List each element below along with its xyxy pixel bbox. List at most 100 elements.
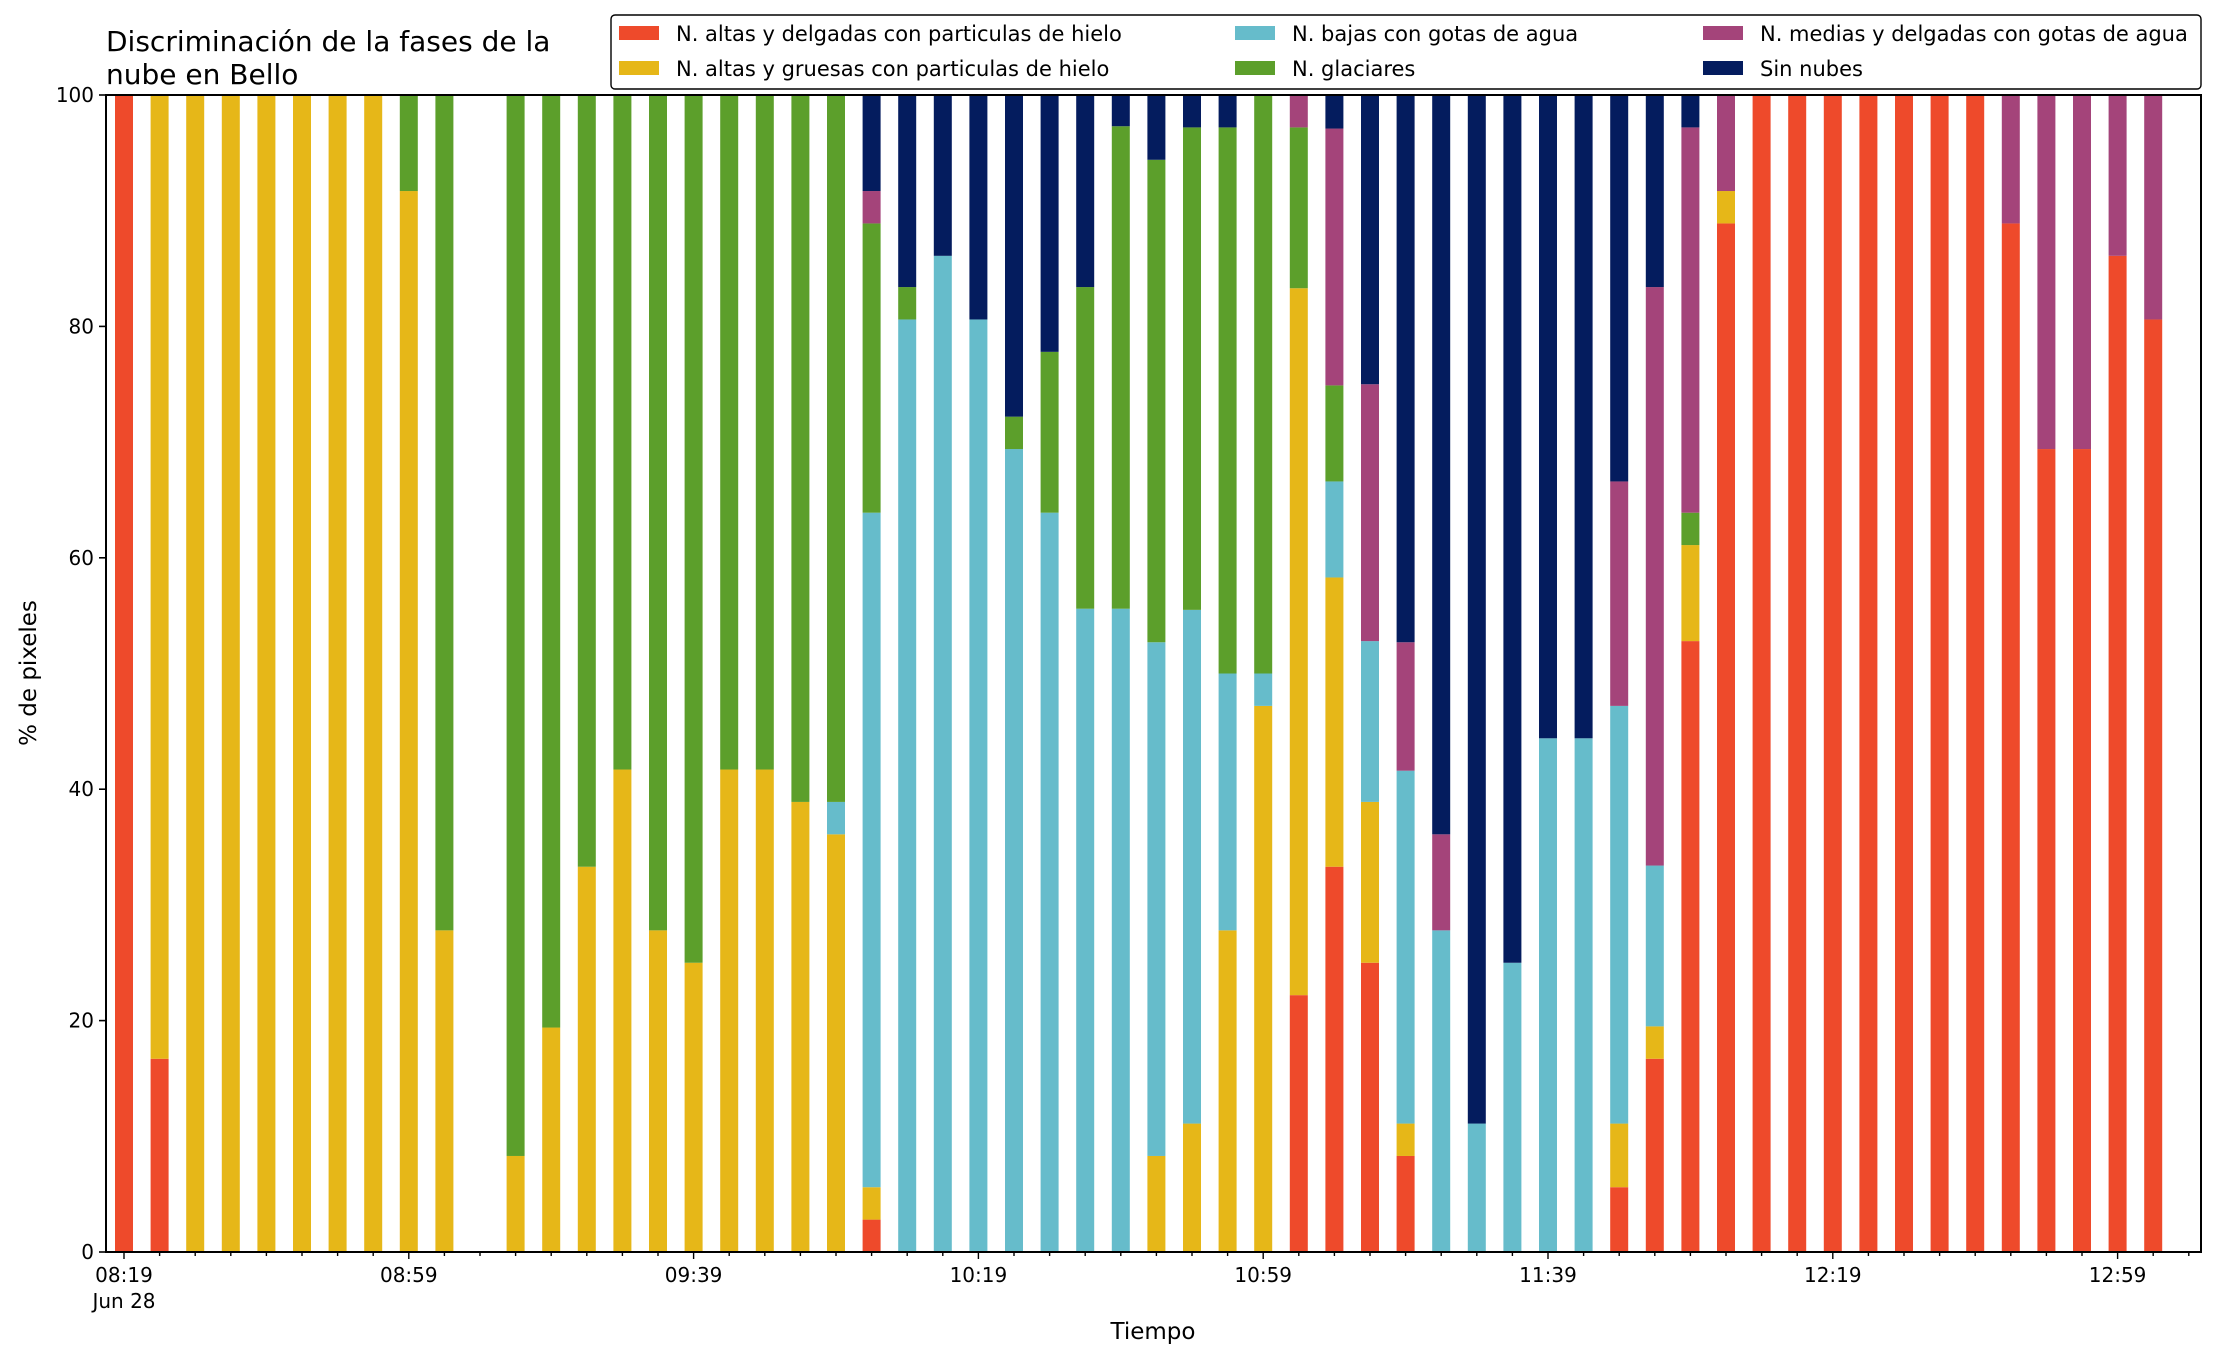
bar-segment-15-s1 bbox=[649, 930, 667, 1252]
legend-swatch-4 bbox=[1703, 26, 1743, 40]
bar-segment-8-s1 bbox=[399, 191, 418, 1252]
plot-frame bbox=[105, 94, 2202, 1253]
legend-box bbox=[610, 14, 2202, 90]
bar-segment-41-s5 bbox=[1574, 95, 1593, 739]
y-tick-label-3: 60 bbox=[69, 546, 94, 570]
bar-segment-17-s3 bbox=[720, 95, 739, 770]
bar-segment-43-s1 bbox=[1645, 1026, 1664, 1059]
bar-segment-28-s3 bbox=[1111, 126, 1130, 609]
bar-segment-18-s1 bbox=[755, 769, 774, 1252]
bar-segment-38-s2 bbox=[1467, 1123, 1486, 1252]
bar-segment-48-s0 bbox=[1823, 95, 1842, 1252]
bar-segment-36-s0 bbox=[1396, 1155, 1415, 1252]
bar-segment-42-s1 bbox=[1610, 1123, 1629, 1188]
bar-segment-24-s5 bbox=[969, 95, 988, 320]
bar-segment-22-s2 bbox=[898, 319, 917, 1253]
bar-segment-27-s5 bbox=[1076, 95, 1095, 288]
bar-segment-13-s1 bbox=[577, 866, 596, 1252]
bar-segment-45-s4 bbox=[1717, 95, 1735, 192]
y-axis: 0 20 40 60 80 100 bbox=[56, 83, 106, 1264]
bar-segment-56-s4 bbox=[2108, 95, 2127, 256]
bar-segment-53-s4 bbox=[2001, 95, 2020, 224]
bar-segment-31-s2 bbox=[1218, 673, 1237, 931]
bar-segment-25-s3 bbox=[1005, 416, 1023, 450]
x-axis-label: Tiempo bbox=[1110, 1319, 1196, 1345]
bar-segment-56-s0 bbox=[2108, 255, 2127, 1252]
bar-segment-54-s4 bbox=[2037, 95, 2056, 450]
bar-segment-44-s1 bbox=[1681, 545, 1700, 642]
bar-segment-29-s2 bbox=[1147, 642, 1166, 1156]
chart-title-line-2: nube en Bello bbox=[106, 58, 298, 91]
bar-segment-47-s0 bbox=[1788, 95, 1807, 1252]
bar-segment-12-s3 bbox=[542, 95, 561, 1028]
bar-segment-6-s1 bbox=[328, 95, 347, 1252]
bar-segment-14-s3 bbox=[613, 95, 632, 770]
bar-segment-32-s3 bbox=[1254, 95, 1273, 674]
bar-segment-20-s1 bbox=[827, 834, 845, 1252]
bar-segment-29-s3 bbox=[1147, 159, 1166, 643]
bar-segment-33-s4 bbox=[1289, 95, 1308, 128]
bar-segment-30-s5 bbox=[1183, 95, 1201, 128]
bar-segment-57-s4 bbox=[2144, 95, 2163, 320]
bar-segment-33-s1 bbox=[1289, 288, 1308, 996]
bar-segment-35-s2 bbox=[1361, 641, 1379, 802]
bar-segment-35-s1 bbox=[1361, 801, 1379, 963]
x-tick-label-1: 08:59 bbox=[380, 1263, 438, 1287]
bar-segment-44-s0 bbox=[1681, 641, 1700, 1252]
bar-segment-35-s4 bbox=[1361, 384, 1379, 642]
bar-segment-4-s1 bbox=[257, 95, 276, 1252]
bar-segment-44-s5 bbox=[1681, 95, 1700, 128]
bar-segment-36-s2 bbox=[1396, 770, 1415, 1124]
bar-segment-44-s4 bbox=[1681, 127, 1700, 513]
bar-segment-30-s1 bbox=[1183, 1123, 1201, 1252]
bar-segment-9-s1 bbox=[435, 930, 454, 1252]
bar-segment-41-s2 bbox=[1574, 738, 1593, 1252]
bar-segment-36-s4 bbox=[1396, 642, 1415, 771]
legend-swatch-0 bbox=[619, 26, 659, 40]
bar-segment-22-s5 bbox=[898, 95, 917, 288]
bar-segment-34-s3 bbox=[1325, 385, 1344, 482]
bar-segment-11-s1 bbox=[506, 1155, 525, 1252]
bar-segment-2-s1 bbox=[186, 95, 205, 1252]
x-tick-label-5: 11:39 bbox=[1519, 1263, 1577, 1287]
bar-segment-29-s1 bbox=[1147, 1155, 1166, 1252]
bar-segment-21-s0 bbox=[862, 1219, 881, 1252]
bar-segment-8-s3 bbox=[399, 95, 418, 192]
bar-segment-37-s5 bbox=[1432, 95, 1451, 835]
legend-label-4: N. medias y delgadas con gotas de agua bbox=[1760, 22, 2188, 46]
bar-segment-21-s3 bbox=[862, 223, 881, 513]
bar-segment-18-s3 bbox=[755, 95, 774, 770]
bar-segment-35-s5 bbox=[1361, 95, 1379, 385]
bar-segment-28-s2 bbox=[1111, 608, 1130, 1252]
bar-segment-42-s5 bbox=[1610, 95, 1629, 482]
bar-segment-33-s3 bbox=[1289, 127, 1308, 289]
bar-segment-37-s2 bbox=[1432, 930, 1451, 1252]
bar-segment-19-s1 bbox=[791, 801, 810, 1252]
bar-segment-9-s3 bbox=[435, 95, 454, 931]
y-tick-label-1: 20 bbox=[69, 1009, 94, 1033]
legend-swatch-5 bbox=[1703, 61, 1743, 75]
bar-segment-51-s0 bbox=[1930, 95, 1949, 1252]
bar-segment-30-s2 bbox=[1183, 609, 1201, 1124]
x-tick-label-7: 12:59 bbox=[2089, 1263, 2147, 1287]
legend-swatch-2 bbox=[1235, 26, 1275, 40]
bar-segment-44-s3 bbox=[1681, 512, 1700, 546]
bar-segment-45-s0 bbox=[1717, 223, 1735, 1253]
bar-segment-24-s2 bbox=[969, 319, 988, 1253]
bar-segment-42-s4 bbox=[1610, 481, 1629, 706]
x-tick-label-2: 09:39 bbox=[665, 1263, 723, 1287]
bar-segment-34-s5 bbox=[1325, 95, 1344, 129]
x-date-label: Jun 28 bbox=[90, 1289, 155, 1313]
bar-segment-12-s1 bbox=[542, 1027, 561, 1252]
bar-segment-21-s5 bbox=[862, 95, 881, 192]
bar-segment-23-s2 bbox=[933, 255, 952, 1252]
bar-segment-43-s2 bbox=[1645, 865, 1664, 1027]
bar-segment-19-s3 bbox=[791, 95, 810, 802]
bar-segment-34-s1 bbox=[1325, 577, 1344, 867]
bar-segment-22-s3 bbox=[898, 287, 917, 320]
bar-segment-43-s4 bbox=[1645, 287, 1664, 866]
bar-segment-1-s1 bbox=[150, 95, 169, 1059]
bars-layer bbox=[115, 95, 2163, 1253]
legend-label-1: N. altas y gruesas con particulas de hie… bbox=[676, 57, 1109, 81]
